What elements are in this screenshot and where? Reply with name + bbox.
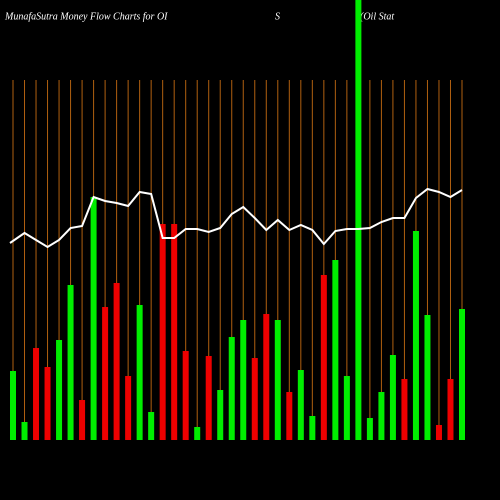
bar <box>79 400 86 440</box>
bar <box>113 283 120 440</box>
chart-title: MunafaSutra Money Flow Charts for OI <box>4 11 168 22</box>
bar <box>332 260 339 440</box>
bar <box>263 314 270 440</box>
bar <box>320 275 327 440</box>
bar <box>401 379 408 440</box>
bar <box>366 418 373 440</box>
bar <box>148 412 155 440</box>
bar <box>67 285 74 440</box>
bar <box>136 305 143 440</box>
bar <box>44 367 51 440</box>
bar <box>33 348 40 440</box>
bar <box>240 320 247 440</box>
bar <box>286 392 293 440</box>
bar <box>194 427 201 440</box>
bar <box>412 231 419 440</box>
bar <box>205 356 212 440</box>
bar <box>125 376 132 440</box>
bar <box>56 340 63 440</box>
bar <box>274 320 281 440</box>
bar <box>378 392 385 440</box>
bar <box>90 197 97 440</box>
bar <box>389 355 396 440</box>
bar <box>10 371 16 440</box>
bar <box>251 358 258 440</box>
bar <box>297 370 304 440</box>
bar <box>459 309 465 440</box>
bar <box>182 351 189 440</box>
bar <box>435 425 442 440</box>
bar <box>21 422 28 440</box>
bar <box>424 315 431 440</box>
money-flow-line <box>9 187 463 249</box>
bar <box>171 224 178 440</box>
bar <box>102 307 109 440</box>
chart-title-part: (Oil Stat <box>360 11 394 22</box>
bar <box>343 376 350 440</box>
bar <box>447 379 454 440</box>
bar <box>159 224 166 440</box>
bar <box>217 390 224 440</box>
bar <box>309 416 316 440</box>
chart-title-part: S <box>275 11 280 22</box>
bar <box>228 337 235 440</box>
bar <box>355 0 362 440</box>
